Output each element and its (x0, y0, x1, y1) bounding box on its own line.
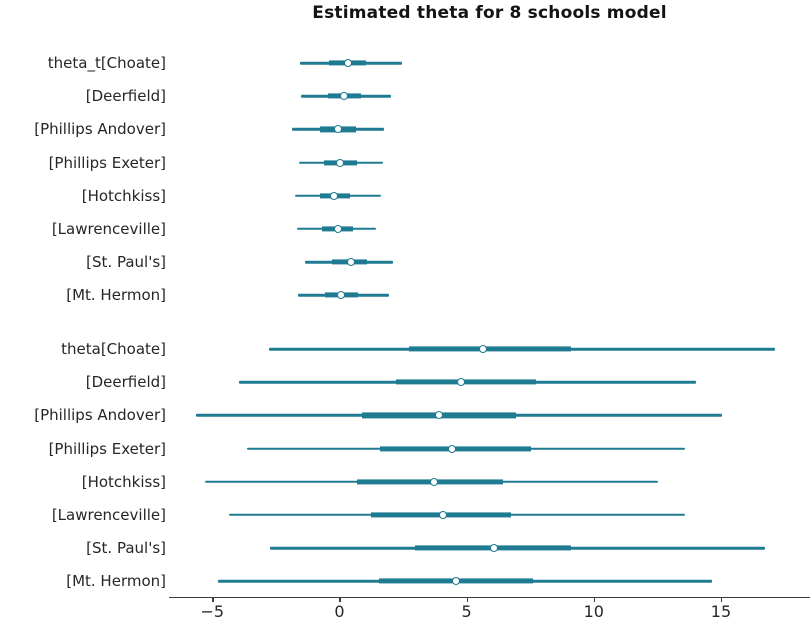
row-label: [Phillips Exeter] (48, 153, 166, 172)
row-label: [Deerfield] (85, 373, 166, 392)
median-marker (439, 510, 448, 519)
quartile-range-line (409, 346, 571, 352)
median-marker (337, 291, 346, 300)
row-label: theta_t[Choate] (47, 54, 166, 72)
row-label: [Phillips Andover] (34, 406, 166, 425)
row-label: [Phillips Andover] (34, 120, 166, 139)
x-tick-mark (593, 598, 596, 602)
median-marker (344, 59, 353, 67)
median-marker (330, 191, 339, 200)
median-marker (457, 378, 466, 387)
row-label: [Lawrenceville] (51, 219, 166, 238)
median-marker (336, 158, 345, 167)
median-marker (334, 125, 343, 134)
x-tick-label: 0 (334, 602, 345, 621)
x-tick-mark (212, 598, 214, 602)
quartile-range-line (396, 379, 537, 385)
row-label: [Hotchkiss] (81, 186, 166, 205)
median-marker (434, 411, 443, 420)
x-axis-line (169, 597, 810, 599)
median-marker (334, 224, 343, 233)
median-marker (448, 444, 457, 453)
x-tick-mark (720, 598, 723, 602)
row-label: [Mt. Hermon] (66, 572, 166, 591)
row-label: [St. Paul's] (86, 253, 166, 272)
row-label: [Lawrenceville] (51, 505, 166, 524)
row-label: [Hotchkiss] (81, 472, 166, 491)
chart-title: Estimated theta for 8 schools model (312, 3, 667, 23)
median-marker (339, 92, 348, 101)
median-marker (430, 477, 439, 486)
row-label: theta[Choate] (61, 340, 166, 358)
x-tick-mark (466, 598, 468, 602)
x-tick-label: 10 (583, 602, 604, 621)
x-tick-mark (339, 598, 341, 602)
x-tick-label: 5 (461, 602, 472, 621)
median-marker (479, 345, 488, 353)
row-label: [Phillips Exeter] (48, 439, 166, 458)
row-label: [Mt. Hermon] (66, 286, 166, 305)
median-marker (490, 544, 499, 553)
row-label: [Deerfield] (85, 87, 166, 106)
quartile-range-line (356, 479, 504, 485)
x-tick-label: 15 (710, 602, 732, 621)
x-tick-label: −5 (200, 602, 225, 621)
median-marker (347, 258, 356, 267)
row-label: [St. Paul's] (86, 539, 166, 558)
median-marker (452, 577, 461, 586)
